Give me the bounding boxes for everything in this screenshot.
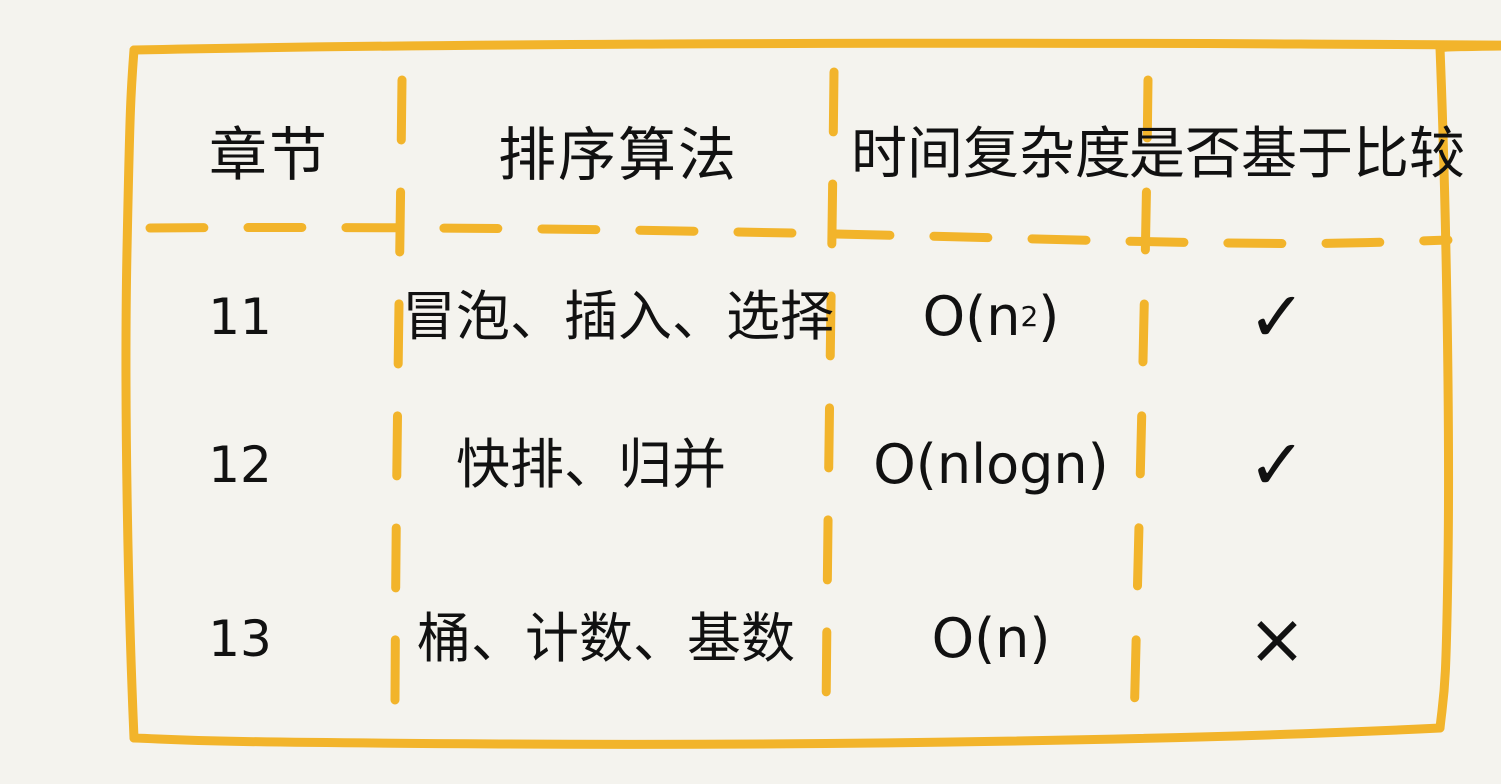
border-left xyxy=(121,45,139,743)
header-comparison: 是否基于比较 xyxy=(1129,122,1465,187)
row-3-complexity-base: O(n) xyxy=(931,607,1051,670)
row-1-complexity-tail: ) xyxy=(1038,285,1060,348)
row-2-chapter: 12 xyxy=(208,436,272,494)
column-divider-1 xyxy=(390,75,407,705)
row-1-algorithm: 冒泡、插入、选择 xyxy=(402,285,834,348)
row-2-comparison-check-icon: ✓ xyxy=(1247,424,1307,506)
header-divider xyxy=(145,222,1453,248)
row-2-algorithm: 快排、归并 xyxy=(456,433,726,496)
header-algorithm: 排序算法 xyxy=(497,121,738,189)
row-2-complexity-base: O(nlogn) xyxy=(873,433,1109,496)
row-1-chapter: 11 xyxy=(208,288,272,346)
header-complexity: 时间复杂度 xyxy=(851,122,1131,187)
border-top xyxy=(129,38,1501,55)
border-right xyxy=(1435,43,1454,733)
row-2-complexity: O(nlogn) xyxy=(838,410,1144,520)
row-3-complexity: O(n) xyxy=(838,584,1144,694)
row-1-complexity: O(n 2) xyxy=(922,285,1060,348)
row-3-algorithm: 桶、计数、基数 xyxy=(417,607,795,670)
row-1-comparison-check-icon: ✓ xyxy=(1247,276,1307,358)
row-3-chapter: 13 xyxy=(208,610,272,668)
row-3-comparison-cross-icon: × xyxy=(1247,598,1307,680)
row-1-complexity-base: O(n xyxy=(922,285,1021,348)
border-bottom xyxy=(129,723,1445,749)
header-chapter: 章节 xyxy=(208,121,329,189)
